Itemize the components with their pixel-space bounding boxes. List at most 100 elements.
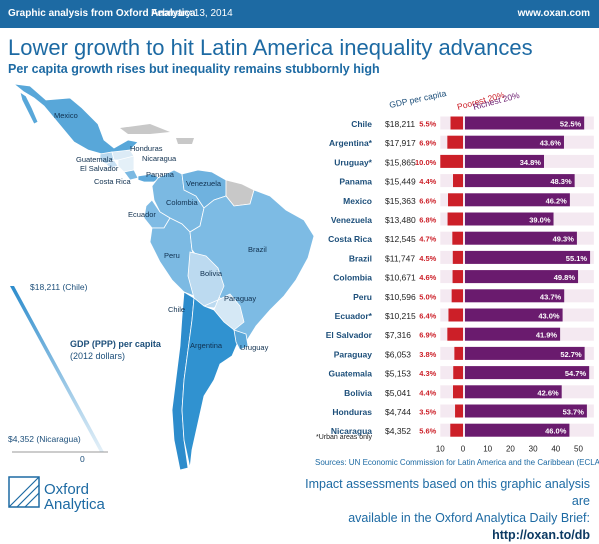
poorest-bar [453,366,463,380]
map-label-nicaragua: Nicaragua [142,154,177,163]
map-label-argentina: Argentina [190,341,223,350]
header-bar: Graphic analysis from Oxford Analytica F… [0,0,599,28]
richest-bar [465,423,570,437]
poorest-label: 5.0% [419,292,436,301]
richest-label: 41.9% [536,331,558,340]
poorest-label: 4.5% [419,254,436,263]
richest-label: 34.8% [520,158,542,167]
richest-bar [465,385,562,399]
poorest-label: 6.8% [419,216,436,225]
x-tick-label: 50 [574,444,583,453]
table-row: Uruguay* $15,865 10.0% 34.8% [334,154,594,168]
map-label-guatemala: Guatemala [76,155,114,164]
gdp-value: $15,449 [385,177,416,187]
richest-label: 55.1% [566,254,588,263]
map-label-costa-rica: Costa Rica [94,177,132,186]
richest-bar [465,327,561,341]
map-region-hispaniola [176,138,194,144]
richest-label: 46.0% [545,427,567,436]
x-tick-label: 0 [461,444,466,453]
poorest-label: 3.8% [419,350,436,359]
richest-label: 46.2% [546,196,568,205]
richest-label: 48.3% [550,177,572,186]
column-header-gdp: GDP per capita [388,88,447,110]
gdp-value: $10,215 [385,311,416,321]
map-label-honduras: Honduras [130,144,163,153]
legend-title-line1: GDP (PPP) per capita [70,339,162,349]
poorest-label: 6.9% [419,331,436,340]
gdp-value: $18,211 [385,119,415,129]
category-label: Paraguay [334,349,373,359]
richest-label: 54.7% [565,369,587,378]
logo-line1: Oxford [44,481,90,498]
table-row: Paraguay $6,053 3.8% 52.7% [334,346,594,360]
map-label-colombia: Colombia [166,198,199,207]
map-legend: $18,211 (Chile) $4,352 (Nicaragua) 0 GDP… [8,282,162,464]
map-label-brazil: Brazil [248,245,267,254]
map-region-baja [19,91,39,125]
richest-bar [465,231,577,245]
table-row: Mexico $15,363 6.6% 46.2% [343,193,594,207]
oxford-analytica-logo-icon [8,476,40,508]
gdp-value: $11,747 [385,253,415,263]
daily-brief-link[interactable]: http://oxan.to/db [492,528,590,542]
gdp-value: $4,352 [385,426,411,436]
page-title: Lower growth to hit Latin America inequa… [8,35,533,60]
poorest-label: 6.6% [419,196,436,205]
category-label: Venezuela [331,215,372,225]
richest-bar [465,174,575,188]
category-label: Argentina* [329,138,373,148]
poorest-label: 6.4% [419,312,436,321]
gdp-value: $17,917 [385,138,416,148]
poorest-bar [451,289,463,303]
poorest-label: 4.4% [419,388,436,397]
page-subtitle: Per capita growth rises but inequality r… [8,62,380,76]
richest-bar [465,154,544,168]
poorest-label: 4.3% [419,369,436,378]
table-row: Brazil $11,747 4.5% 55.1% [349,250,594,264]
map-label-bolivia: Bolivia [200,269,223,278]
category-label: Panama [339,177,372,187]
header-website-link[interactable]: www.oxan.com [517,8,590,19]
map-region-panama [137,173,161,183]
logo-line2: Analytica [44,496,105,513]
category-label: Costa Rica [328,234,372,244]
x-tick-label: 10 [436,444,445,453]
richest-bar [465,270,579,284]
category-label: Ecuador* [335,311,373,321]
gdp-value: $10,671 [385,273,416,283]
gdp-value: $7,316 [385,330,411,340]
table-row: Ecuador* $10,215 6.4% 43.0% [335,308,594,322]
gdp-value: $6,053 [385,349,411,359]
map-label-mexico: Mexico [54,111,78,120]
map-label-chile: Chile [168,305,185,314]
gdp-value: $5,041 [385,388,411,398]
category-label: Guatemala [329,369,373,379]
poorest-label: 4.7% [419,235,436,244]
impact-text: Impact assessments based on this graphic… [292,476,590,544]
table-row: Costa Rica $12,545 4.7% 49.3% [328,231,594,245]
richest-bar [465,212,554,226]
map-region-argentina [181,297,239,469]
gdp-value: $10,596 [385,292,416,302]
poorest-label: 5.6% [419,427,436,436]
poorest-bar [455,404,463,418]
map-label-uruguay: Uruguay [240,343,269,352]
x-tick-label: 30 [529,444,538,453]
map-label-el-salvador: El Salvador [80,164,119,173]
poorest-bar [447,212,463,226]
legend-zero-label: 0 [80,454,85,464]
oxford-analytica-logo[interactable]: Oxford Analytica [44,482,105,512]
richest-bar [465,346,585,360]
category-label: Honduras [332,407,372,417]
header-label: Graphic analysis from Oxford Analytica [8,8,196,19]
table-row: Honduras $4,744 3.5% 53.7% [332,404,594,418]
richest-label: 43.7% [540,292,562,301]
poorest-label: 4.6% [419,273,436,282]
category-label: Brazil [349,253,372,263]
poorest-bar [447,135,463,149]
poorest-bar [448,193,463,207]
poorest-bar [447,327,463,341]
richest-label: 52.5% [560,120,582,129]
